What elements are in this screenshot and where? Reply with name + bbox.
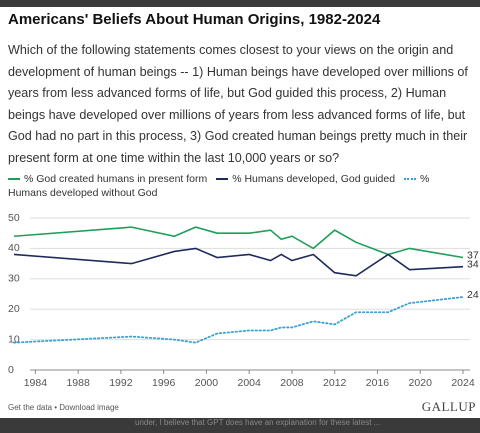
end-label: 34 <box>467 258 479 270</box>
x-tick-label: 1992 <box>109 377 133 389</box>
series-line <box>13 226 464 259</box>
legend-swatch <box>216 178 229 181</box>
legend-item: % God created humans in present form <box>8 173 207 185</box>
series-line <box>13 296 464 344</box>
chart: 0 10 20 30 40 50 1984 1988 1992 1996 2000 2004 2008 2… <box>8 212 479 389</box>
end-label: 24 <box>467 289 479 301</box>
top-bar <box>0 0 480 7</box>
x-tick-label: 2020 <box>409 377 433 389</box>
legend: % God created humans in present form % H… <box>8 172 470 200</box>
legend-label: % God created humans in present form <box>24 173 208 185</box>
x-tick-label: 1988 <box>66 377 90 389</box>
y-tick-label: 0 <box>8 364 14 376</box>
x-tick-label: 2000 <box>195 377 219 389</box>
x-tick-label: 2008 <box>280 377 304 389</box>
x-tick-label: 2024 <box>451 377 475 389</box>
chart-subtitle: Which of the following statements comes … <box>8 43 468 165</box>
source-brand: GALLUP <box>421 399 476 414</box>
y-tick-label: 20 <box>8 303 20 315</box>
end-label: 37 <box>467 249 479 261</box>
legend-swatch <box>8 178 20 181</box>
x-tick-label: 2016 <box>366 377 390 389</box>
legend-item: % Humans developed, God guided <box>216 173 395 185</box>
chart-title: Americans' Beliefs About Human Origins, … <box>8 11 381 28</box>
overlay-text: under, I believe that GPT does have an e… <box>135 418 381 427</box>
legend-label: % Humans developed, God guided <box>232 173 396 185</box>
bottom-bar: under, I believe that GPT does have an e… <box>0 418 480 433</box>
y-tick-label: 50 <box>8 212 20 224</box>
legend-swatch <box>403 178 416 181</box>
legend-label: % Humans developed without God <box>8 173 430 199</box>
x-tick-label: 2012 <box>323 377 347 389</box>
x-tick-label: 2004 <box>238 377 262 389</box>
y-tick-label: 40 <box>8 242 20 254</box>
x-tick-label: 1996 <box>152 377 176 389</box>
footer-links[interactable]: Get the data • Download image <box>8 403 119 412</box>
y-tick-label: 10 <box>8 333 20 345</box>
legend-item: % Humans developed without God <box>8 173 429 199</box>
series-line <box>13 247 464 277</box>
y-tick-label: 30 <box>8 273 20 285</box>
x-tick-label: 1984 <box>24 377 48 389</box>
